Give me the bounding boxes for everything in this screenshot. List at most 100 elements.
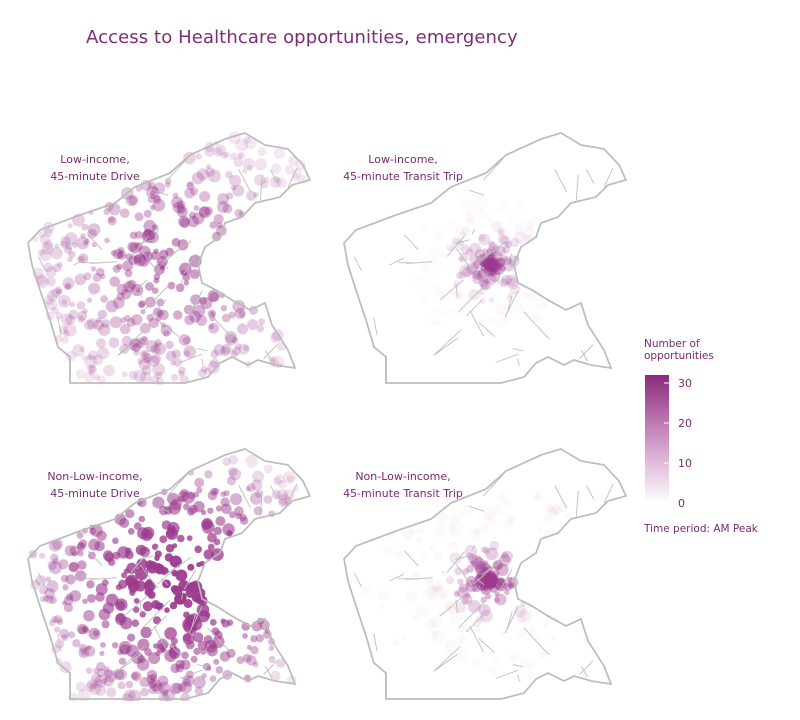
shading-cell <box>163 506 173 515</box>
shading-cell <box>516 614 526 624</box>
shading-cell <box>149 679 163 692</box>
shading-cell <box>204 470 213 479</box>
shading-cell <box>257 147 267 157</box>
shading-cell <box>201 521 215 534</box>
shading-cell <box>35 575 47 586</box>
shading-cell <box>147 680 155 689</box>
shading-cell <box>244 136 257 150</box>
shading-cell <box>112 537 119 545</box>
shading-cell <box>96 338 106 349</box>
shading-cell <box>207 543 215 551</box>
shading-cell <box>488 261 500 273</box>
shading-cell <box>497 257 505 266</box>
shading-cell <box>128 195 139 206</box>
shading-cell <box>131 314 143 326</box>
shading-cell <box>466 552 474 560</box>
shading-cell <box>148 317 159 329</box>
shading-cell <box>534 495 541 502</box>
shading-cell <box>508 217 514 223</box>
town-boundary <box>139 555 154 560</box>
shading-cell <box>482 568 493 579</box>
shading-cell <box>46 580 59 593</box>
shading-cell <box>178 366 186 375</box>
town-boundary <box>139 599 142 614</box>
shading-cell <box>108 337 120 348</box>
shading-cell <box>234 343 242 350</box>
shading-cell <box>465 248 473 256</box>
shading-cell <box>43 295 54 306</box>
shading-cell <box>217 193 230 205</box>
shading-cell <box>172 585 183 596</box>
shading-cell <box>164 607 170 613</box>
town-boundary <box>150 299 167 317</box>
shading-cell <box>263 176 270 183</box>
shading-cell <box>453 290 464 301</box>
shading-cell <box>117 250 127 260</box>
shading-cell <box>469 253 478 263</box>
shading-cell <box>495 245 506 257</box>
town-boundary <box>581 666 588 678</box>
shading-cell <box>469 242 482 255</box>
shading-cell <box>116 601 126 610</box>
shading-cell <box>87 223 101 236</box>
shading-cell <box>80 649 87 656</box>
shading-cell <box>246 190 257 201</box>
shading-cell <box>103 676 114 687</box>
shading-cell <box>63 603 73 613</box>
shading-cell <box>154 339 162 347</box>
shading-cell <box>414 276 427 289</box>
shading-cell <box>231 346 241 356</box>
shading-cell <box>498 227 506 235</box>
shading-cell <box>250 646 259 655</box>
shading-cell <box>501 552 509 560</box>
shading-cell <box>172 201 185 214</box>
shading-cell <box>431 285 442 296</box>
shading-cell <box>128 370 138 380</box>
shading-cell <box>485 258 499 272</box>
shading-cell <box>480 584 487 591</box>
shading-cell <box>467 553 479 565</box>
shading-cell <box>182 674 195 687</box>
shading-cell <box>86 364 97 374</box>
shading-cell <box>507 576 519 588</box>
shading-cell <box>158 309 169 321</box>
shading-cell <box>138 358 151 371</box>
shading-cell <box>509 653 518 662</box>
town-boundary <box>166 473 188 497</box>
town-boundary <box>179 669 203 679</box>
shading-cell <box>43 262 54 273</box>
shading-cell <box>196 487 203 494</box>
shading-cell <box>125 195 138 207</box>
shading-cell <box>129 589 136 596</box>
shading-cell <box>432 232 442 242</box>
shading-cell <box>192 212 205 225</box>
shading-cell <box>92 272 102 282</box>
shading-cell <box>465 576 477 588</box>
town-boundary <box>73 573 88 582</box>
shading-cell <box>84 355 97 368</box>
shading-cell <box>216 200 229 213</box>
town-boundary <box>439 279 464 301</box>
town-boundary <box>389 573 404 582</box>
shading-cell <box>226 476 237 486</box>
shading-cell <box>498 263 506 272</box>
shading-cell <box>165 350 177 362</box>
shading-cell <box>150 204 156 211</box>
shading-cell <box>436 584 444 592</box>
shading-cell <box>88 350 98 360</box>
shading-cell <box>478 277 489 288</box>
town-boundary <box>495 353 519 363</box>
shading-cell <box>201 673 207 679</box>
shading-cell <box>254 158 268 171</box>
shading-cell <box>113 668 125 680</box>
shading-cell <box>504 519 514 529</box>
shading-cell <box>489 667 498 676</box>
shading-cell <box>165 544 175 553</box>
shading-cell <box>497 229 504 237</box>
shading-cell <box>120 323 131 335</box>
shading-cell <box>431 247 437 253</box>
town-boundary <box>139 239 154 244</box>
shading-cell <box>61 634 69 641</box>
shading-cell <box>112 248 124 260</box>
shading-cell <box>123 281 135 293</box>
